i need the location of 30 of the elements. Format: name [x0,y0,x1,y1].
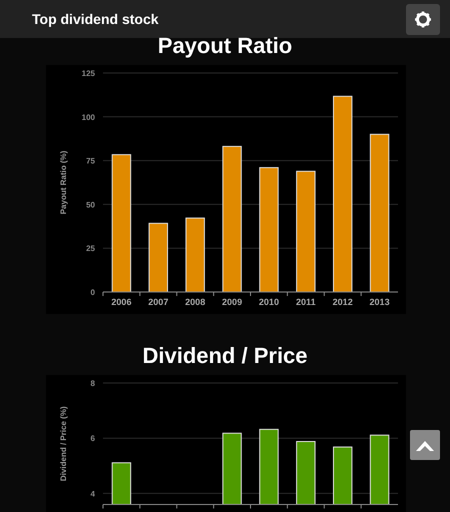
y-tick-label: 125 [82,69,96,78]
x-tick-label: 2009 [222,297,242,307]
x-tick-label: 2013 [370,297,390,307]
y-tick-label: 8 [90,379,96,388]
y-axis-title: Payout Ratio (%) [59,150,68,214]
y-tick-label: 6 [90,434,96,444]
y-tick-label: 4 [90,489,96,498]
x-tick-label: 2008 [185,297,206,307]
chart-title: Dividend / Price [142,343,308,368]
y-tick-label: 25 [86,244,96,254]
y-tick-label: 75 [86,156,96,166]
x-tick-label: 2006 [111,297,132,307]
x-tick-label: 2007 [148,297,168,307]
x-tick-label: 2012 [332,297,353,307]
bar [185,218,205,292]
x-tick-label: 2011 [296,297,316,307]
y-tick-label: 100 [82,112,96,122]
bar [332,96,352,292]
x-tick-label: 2010 [258,297,279,307]
bar [259,167,279,292]
y-tick-label: 0 [90,288,96,297]
bar [222,146,242,292]
bar [148,222,168,292]
bar [370,134,390,292]
text: Top dividend stock [32,11,159,27]
bar [112,154,132,292]
chart-title: Payout Ratio [158,33,292,58]
bar [296,170,316,292]
y-axis-title: Dividend / Price (%) [59,406,68,482]
y-tick-label: 50 [86,200,96,210]
